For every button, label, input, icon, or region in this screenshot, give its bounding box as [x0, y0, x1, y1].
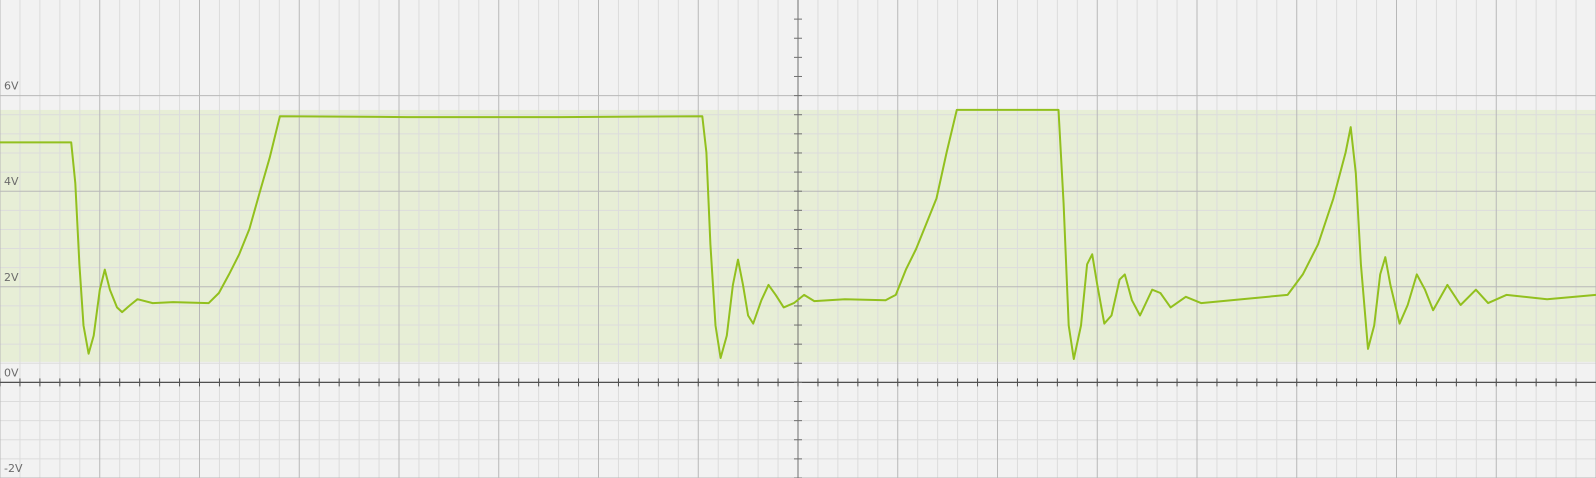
y-tick-label: 4V [4, 175, 19, 188]
y-tick-label: 2V [4, 271, 19, 284]
waveform [0, 108, 1596, 360]
y-tick-label: 6V [4, 80, 19, 93]
y-tick-label: -2V [4, 462, 23, 475]
y-tick-label: 0V [4, 366, 19, 379]
